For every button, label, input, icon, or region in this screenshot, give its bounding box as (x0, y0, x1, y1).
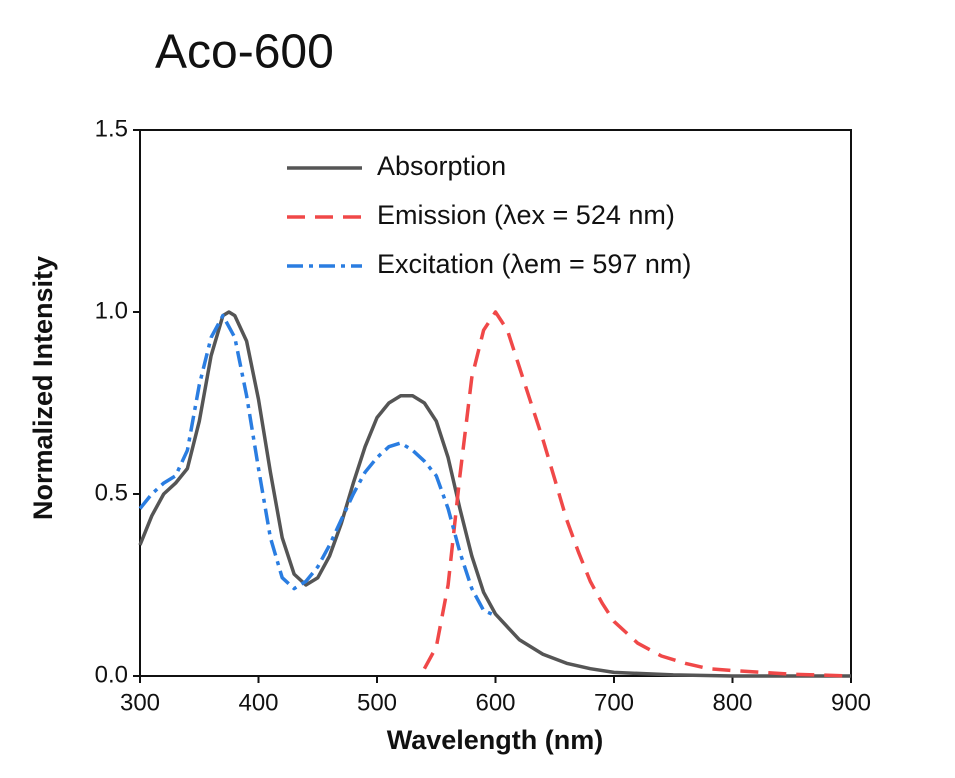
y-tick-label: 0.5 (95, 479, 128, 506)
series-line (422, 310, 852, 678)
legend-label: Excitation (λem = 597 nm) (377, 249, 691, 279)
legend-label: Absorption (377, 151, 506, 181)
x-axis-label: Wavelength (nm) (387, 725, 604, 755)
series-line (138, 310, 851, 678)
y-tick-label: 1.0 (95, 297, 128, 324)
chart-title: Aco-600 (155, 26, 334, 79)
x-tick-label: 800 (712, 689, 752, 716)
y-tick-label: 0.0 (95, 661, 128, 688)
x-tick-label: 700 (594, 689, 634, 716)
x-tick-label: 300 (120, 689, 160, 716)
series-line (138, 313, 493, 616)
y-axis-label: Normalized Intensity (28, 256, 58, 520)
x-tick-label: 500 (357, 689, 397, 716)
legend-label: Emission (λex = 524 nm) (377, 200, 675, 230)
x-tick-label: 900 (831, 689, 871, 716)
y-tick-label: 1.5 (95, 115, 128, 142)
x-tick-label: 600 (475, 689, 515, 716)
x-tick-label: 400 (238, 689, 278, 716)
